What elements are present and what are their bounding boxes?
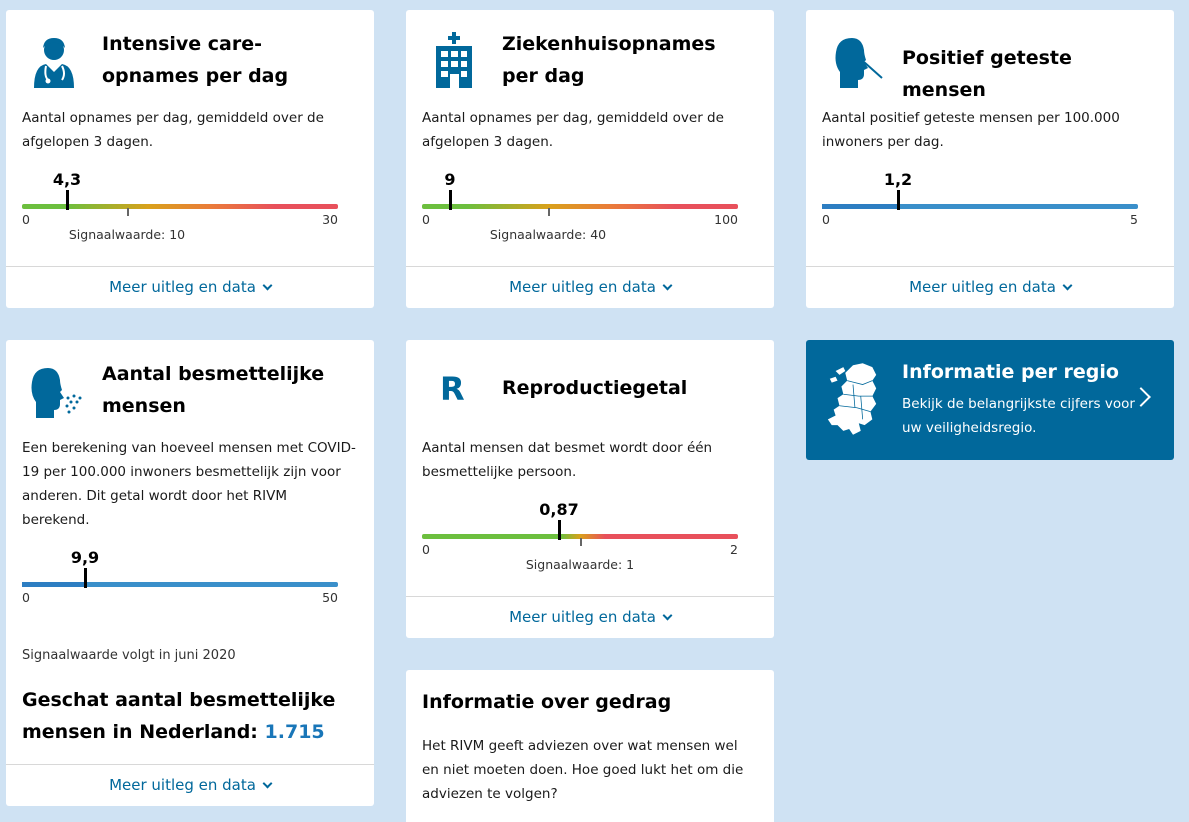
card-title: Ziekenhuisopnames per dag [502, 33, 716, 87]
card-description: Het RIVM geeft adviezen over wat mensen … [422, 738, 744, 802]
chevron-down-icon [1062, 280, 1073, 291]
gauge-value: 9 [444, 170, 456, 189]
more-info-button[interactable]: Meer uitleg en data [806, 266, 1174, 308]
gauge-value: 0,87 [539, 500, 579, 519]
gauge-max: 2 [730, 542, 738, 557]
gauge-fill [822, 204, 898, 209]
chevron-down-icon [662, 610, 673, 621]
card-header: Ziekenhuisopnames per dag [406, 10, 774, 106]
gauge-max: 5 [1130, 212, 1138, 227]
more-info-label: Meer uitleg en data [109, 776, 256, 794]
gauge-bar [822, 204, 1138, 209]
nasal-swab-icon [835, 38, 883, 88]
signal-tick [127, 208, 129, 216]
gauge-value: 9,9 [70, 548, 100, 567]
gauge-value: 1,2 [883, 170, 913, 189]
more-info-button[interactable]: Meer uitleg en data [6, 266, 374, 308]
estimate-label: Geschat aantal besmettelijke mensen in N… [22, 684, 358, 748]
gauge-marker [897, 190, 900, 210]
gauge-bar [22, 204, 338, 209]
reproduction-gauge: 0,87 0 2 Signaalwaarde: 1 [422, 500, 738, 572]
gauge-marker [558, 520, 561, 540]
gauge-value: 4,3 [52, 170, 82, 189]
card-ic-admissions: Intensive care-opnames per dag Aantal op… [6, 10, 374, 308]
signal-label: Signaalwaarde: 1 [525, 557, 635, 572]
chevron-down-icon [662, 280, 673, 291]
card-infectious-people: Aantal besmettelijke mensen Een berekeni… [6, 340, 374, 806]
more-info-label: Meer uitleg en data [509, 608, 656, 626]
gauge-min: 0 [22, 212, 30, 227]
gauge-marker [449, 190, 452, 210]
doctor-icon [34, 38, 74, 88]
gauge-min: 0 [22, 590, 30, 605]
card-title: Aantal besmettelijke mensen [102, 363, 325, 417]
gauge-min: 0 [422, 212, 430, 227]
card-header: Intensive care-opnames per dag [6, 10, 374, 106]
gauge-min: 0 [422, 542, 430, 557]
gauge-marker [66, 190, 69, 210]
card-title: Positief geteste mensen [902, 47, 1072, 101]
chevron-down-icon [262, 778, 273, 789]
region-description: Bekijk de belangrijkste cijfers voor uw … [902, 396, 1135, 436]
card-description: Aantal opnames per dag, gemiddeld over d… [22, 110, 324, 150]
gauge-bar [422, 534, 738, 539]
gauge-min: 0 [822, 212, 830, 227]
more-info-label: Meer uitleg en data [509, 278, 656, 296]
coughing-person-icon [31, 368, 82, 418]
card-header: Positief geteste mensen [806, 10, 1174, 106]
signal-note: Signaalwaarde volgt in juni 2020 [22, 648, 236, 663]
infectious-gauge: 9,9 0 50 [22, 548, 338, 620]
gauge-bar [22, 582, 338, 587]
more-info-label: Meer uitleg en data [109, 278, 256, 296]
card-title: Intensive care-opnames per dag [102, 33, 289, 87]
positive-gauge: 1,2 0 5 [822, 170, 1138, 242]
region-info-link[interactable]: Informatie per regio Bekijk de belangrij… [806, 340, 1174, 460]
more-info-button[interactable]: Meer uitleg en data [6, 764, 374, 806]
estimate-value: 1.715 [264, 721, 325, 743]
gauge-max: 50 [322, 590, 338, 605]
more-info-label: Meer uitleg en data [909, 278, 1056, 296]
card-title: Reproductiegetal [502, 377, 688, 399]
more-info-button[interactable]: Meer uitleg en data [406, 596, 774, 638]
hospital-gauge: 9 0 100 Signaalwaarde: 40 [422, 170, 738, 242]
signal-tick [548, 208, 550, 216]
card-header: R Reproductiegetal [406, 340, 774, 436]
gauge-bar [422, 204, 738, 209]
card-reproduction-number: R Reproductiegetal Aantal mensen dat bes… [406, 340, 774, 638]
gauge-max: 100 [714, 212, 738, 227]
gauge-max: 30 [322, 212, 338, 227]
more-info-button[interactable]: Meer uitleg en data [406, 266, 774, 308]
card-description: Een berekening van hoeveel mensen met CO… [22, 440, 356, 528]
card-positive-tests: Positief geteste mensen Aantal positief … [806, 10, 1174, 308]
ic-gauge: 4,3 0 30 Signaalwaarde: 10 [22, 170, 338, 242]
card-behaviour-info: Informatie over gedrag Het RIVM geeft ad… [406, 670, 774, 822]
gauge-fill [22, 582, 85, 587]
card-description: Aantal opnames per dag, gemiddeld over d… [422, 110, 724, 150]
estimate-text: Geschat aantal besmettelijke mensen in N… [22, 689, 336, 743]
gauge-marker [84, 568, 87, 588]
card-description: Aantal mensen dat besmet wordt door één … [422, 440, 713, 480]
netherlands-map-icon [827, 363, 877, 435]
region-title: Informatie per regio [902, 361, 1119, 383]
card-description: Aantal positief geteste mensen per 100.0… [822, 110, 1120, 150]
signal-label: Signaalwaarde: 10 [68, 227, 186, 242]
signal-label: Signaalwaarde: 40 [489, 227, 607, 242]
r-letter-icon: R [440, 370, 465, 408]
hospital-icon [436, 32, 472, 88]
signal-tick [580, 538, 582, 546]
chevron-down-icon [262, 280, 273, 291]
card-header: Aantal besmettelijke mensen [6, 340, 374, 436]
card-hospital-admissions: Ziekenhuisopnames per dag Aantal opnames… [406, 10, 774, 308]
card-title: Informatie over gedrag [422, 691, 672, 713]
